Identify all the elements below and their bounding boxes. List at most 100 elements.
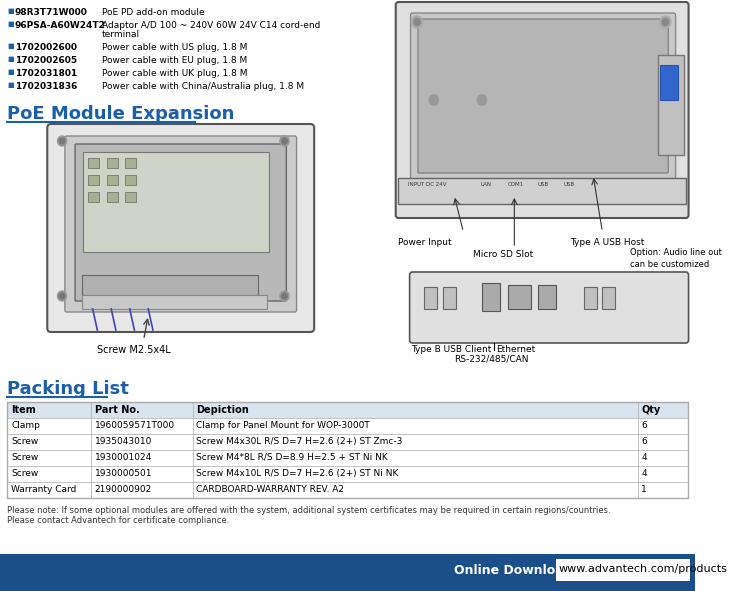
FancyBboxPatch shape xyxy=(410,272,688,343)
Text: ■: ■ xyxy=(8,56,14,62)
Circle shape xyxy=(429,95,438,105)
Text: Micro SD Slot: Micro SD Slot xyxy=(472,250,533,259)
Text: USB: USB xyxy=(563,182,574,187)
Text: Power cable with China/Australia plug, 1.8 M: Power cable with China/Australia plug, 1… xyxy=(102,82,304,91)
Text: 4: 4 xyxy=(641,453,647,462)
Text: LAN: LAN xyxy=(480,182,491,187)
Text: Option: Audio line out
can be customized: Option: Audio line out can be customized xyxy=(630,248,722,269)
Text: ■: ■ xyxy=(8,82,14,88)
Text: Online Download: Online Download xyxy=(454,564,573,577)
FancyBboxPatch shape xyxy=(75,144,286,301)
Bar xyxy=(0,554,695,591)
Circle shape xyxy=(280,291,290,301)
Text: Power cable with US plug, 1.8 M: Power cable with US plug, 1.8 M xyxy=(102,43,248,52)
Text: 1: 1 xyxy=(641,485,647,494)
Bar xyxy=(556,559,691,581)
Text: 1930001024: 1930001024 xyxy=(94,453,152,462)
Bar xyxy=(125,192,136,202)
Text: Part No.: Part No. xyxy=(94,405,140,415)
Text: Screw M2.5x4L: Screw M2.5x4L xyxy=(98,345,171,355)
Bar xyxy=(88,192,99,202)
Bar xyxy=(106,175,118,185)
Circle shape xyxy=(412,16,422,28)
Text: PoE Module Expansion: PoE Module Expansion xyxy=(8,105,235,123)
Text: Depiction: Depiction xyxy=(196,405,249,415)
FancyBboxPatch shape xyxy=(64,136,296,312)
Text: 4: 4 xyxy=(641,469,647,478)
Bar xyxy=(82,295,267,309)
Text: USB: USB xyxy=(538,182,549,187)
Text: Screw: Screw xyxy=(11,437,38,446)
Text: COM1: COM1 xyxy=(508,182,524,187)
Text: 1935043010: 1935043010 xyxy=(94,437,152,446)
Bar xyxy=(125,175,136,185)
Text: Power Input: Power Input xyxy=(398,238,452,247)
Text: 6: 6 xyxy=(641,421,647,430)
Text: 2190000902: 2190000902 xyxy=(94,485,152,494)
Text: Screw M4x30L R/S D=7 H=2.6 (2+) ST Zmc-3: Screw M4x30L R/S D=7 H=2.6 (2+) ST Zmc-3 xyxy=(196,437,403,446)
Text: Item: Item xyxy=(11,405,36,415)
Circle shape xyxy=(414,187,420,193)
Bar xyxy=(602,287,615,309)
Text: www.advantech.com/products: www.advantech.com/products xyxy=(559,564,728,574)
Text: 1960059571T000: 1960059571T000 xyxy=(94,421,175,430)
Bar xyxy=(106,192,118,202)
Text: Type B USB Client: Type B USB Client xyxy=(411,345,491,354)
Text: 96PSA-A60W24T2: 96PSA-A60W24T2 xyxy=(15,21,106,30)
Text: 1702002605: 1702002605 xyxy=(15,56,77,65)
Circle shape xyxy=(412,184,422,196)
Bar xyxy=(88,158,99,168)
Text: 6: 6 xyxy=(641,437,647,446)
Text: Power cable with EU plug, 1.8 M: Power cable with EU plug, 1.8 M xyxy=(102,56,248,65)
Text: 1702002600: 1702002600 xyxy=(15,43,76,52)
Text: ■: ■ xyxy=(8,21,14,27)
Text: Adaptor A/D 100 ~ 240V 60W 24V C14 cord-end: Adaptor A/D 100 ~ 240V 60W 24V C14 cord-… xyxy=(102,21,320,30)
Bar xyxy=(508,285,531,309)
Text: ■: ■ xyxy=(8,8,14,14)
Circle shape xyxy=(58,136,67,146)
Text: Type A USB Host: Type A USB Host xyxy=(570,238,644,247)
Circle shape xyxy=(59,293,64,299)
Bar xyxy=(658,55,684,155)
Text: PoE PD add-on module: PoE PD add-on module xyxy=(102,8,205,17)
Text: RS-232/485/CAN: RS-232/485/CAN xyxy=(454,355,529,364)
Text: Packing List: Packing List xyxy=(8,380,129,398)
FancyBboxPatch shape xyxy=(47,124,314,332)
Text: 98R3T71W000: 98R3T71W000 xyxy=(15,8,88,17)
Text: Warranty Card: Warranty Card xyxy=(11,485,76,494)
Bar xyxy=(443,287,456,309)
Text: Clamp: Clamp xyxy=(11,421,40,430)
Bar xyxy=(82,275,258,295)
Bar xyxy=(482,283,500,311)
Circle shape xyxy=(280,136,290,146)
Text: Please note: If some optional modules are offered with the system, additional sy: Please note: If some optional modules ar… xyxy=(8,506,611,515)
FancyBboxPatch shape xyxy=(410,13,676,182)
Bar xyxy=(106,158,118,168)
Text: terminal: terminal xyxy=(102,30,140,39)
Text: Clamp for Panel Mount for WOP-3000T: Clamp for Panel Mount for WOP-3000T xyxy=(196,421,370,430)
Bar xyxy=(83,152,268,252)
Text: CARDBOARD-WARRANTY REV. A2: CARDBOARD-WARRANTY REV. A2 xyxy=(196,485,344,494)
Text: 1702031801: 1702031801 xyxy=(15,69,77,78)
Circle shape xyxy=(59,138,64,144)
Text: ■: ■ xyxy=(8,69,14,75)
Bar xyxy=(660,65,678,100)
Circle shape xyxy=(282,138,287,144)
Bar xyxy=(125,158,136,168)
Text: Screw M4x10L R/S D=7 H=2.6 (2+) ST Ni NK: Screw M4x10L R/S D=7 H=2.6 (2+) ST Ni NK xyxy=(196,469,399,478)
Text: Please contact Advantech for certificate compliance.: Please contact Advantech for certificate… xyxy=(8,516,230,525)
FancyBboxPatch shape xyxy=(396,2,688,218)
Bar xyxy=(398,178,686,204)
Text: INPUT DC 24V: INPUT DC 24V xyxy=(408,182,446,187)
Bar xyxy=(8,402,688,498)
Bar xyxy=(88,175,99,185)
Circle shape xyxy=(477,95,487,105)
Circle shape xyxy=(660,16,671,28)
Text: 1930000501: 1930000501 xyxy=(94,469,152,478)
Bar xyxy=(424,287,437,309)
Circle shape xyxy=(282,293,287,299)
Bar xyxy=(8,402,688,418)
Text: ■: ■ xyxy=(8,43,14,49)
Text: Ethernet: Ethernet xyxy=(496,345,535,354)
Text: Screw M4*8L R/S D=8.9 H=2.5 + ST Ni NK: Screw M4*8L R/S D=8.9 H=2.5 + ST Ni NK xyxy=(196,453,388,462)
